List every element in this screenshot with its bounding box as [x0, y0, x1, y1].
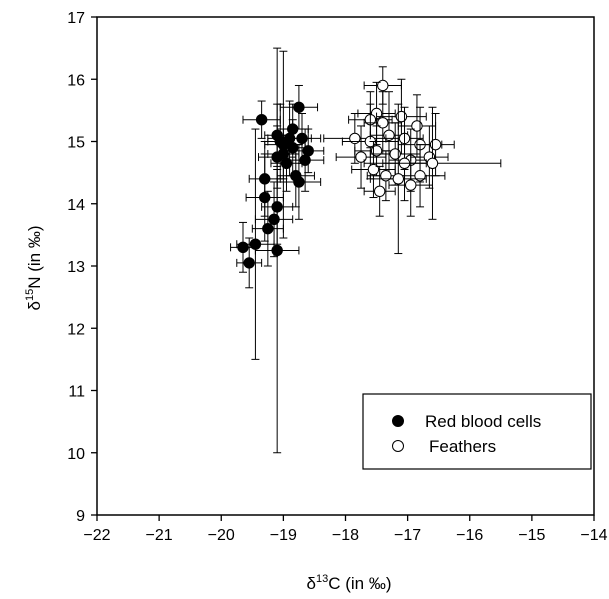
x-tick-label: −17 [394, 527, 421, 544]
x-tick-label: −21 [146, 527, 173, 544]
y-tick-label: 17 [67, 10, 85, 27]
data-point [274, 135, 286, 148]
data-point-group [242, 100, 281, 139]
ticks-layer: −22 −21 −20 −19 −18 −17 −16 −15 −14 9 10 11 12 13 14 15… [67, 10, 607, 544]
data-point [383, 129, 395, 141]
data-point [262, 222, 274, 235]
data-point [377, 79, 389, 92]
data-point [293, 101, 305, 113]
x-tick-label: −15 [518, 527, 545, 544]
x-axis-title: δ13C (in ‰) [307, 573, 392, 593]
data-point-group [236, 237, 263, 289]
data-point-group [323, 112, 387, 164]
data-point [237, 241, 249, 254]
data-point-group [292, 128, 325, 174]
data-point [280, 157, 293, 169]
x-tick-label: −22 [83, 527, 110, 544]
data-point-group [363, 106, 502, 220]
legend-box [362, 393, 592, 470]
data-point [355, 151, 367, 163]
data-point [349, 132, 361, 145]
x-tick-label: −20 [208, 527, 235, 544]
data-point [271, 244, 283, 257]
y-tick-label: 14 [67, 197, 85, 214]
x-tick-label: −16 [456, 527, 483, 544]
y-tick-label: 13 [67, 259, 85, 276]
data-point [259, 191, 271, 204]
y-tick-label: 9 [76, 508, 85, 525]
x-tick-label: −19 [270, 527, 297, 544]
data-point [255, 114, 268, 126]
data-point [429, 138, 442, 151]
legend-marker-red-blood-cells [392, 415, 404, 427]
series-feathers [323, 66, 502, 255]
data-point [302, 145, 314, 157]
y-axis-title: δ15N (in ‰) [24, 226, 44, 311]
legend-label-red-blood-cells: Red blood cells [425, 412, 541, 431]
data-point-group [388, 153, 433, 217]
data-point-group [394, 144, 446, 208]
legend-marker-feathers [392, 440, 404, 452]
data-point-group [254, 47, 300, 454]
y-tick-label: 10 [67, 446, 85, 463]
data-point-group [351, 141, 396, 199]
data-point [370, 145, 383, 157]
y-tick-label: 16 [67, 72, 85, 89]
data-point [414, 170, 426, 182]
data-point-group [251, 190, 284, 267]
data-point [380, 170, 392, 182]
data-point-group [279, 84, 319, 130]
x-tick-label: −18 [332, 527, 359, 544]
data-point-group [363, 165, 396, 217]
data-point [392, 173, 405, 185]
data-point [268, 213, 280, 226]
y-tick-label: 15 [67, 135, 85, 152]
data-point [367, 163, 380, 176]
data-point [299, 154, 311, 166]
data-point-group [335, 125, 387, 189]
data-point [389, 148, 401, 160]
data-point [395, 110, 408, 123]
data-point [405, 179, 417, 191]
data-point-group [285, 128, 325, 192]
data-point [243, 257, 255, 269]
legend: Red blood cells Feathers [362, 393, 592, 470]
y-tick-label: 11 [68, 384, 85, 401]
data-point [296, 132, 308, 145]
x-tick-label: −14 [580, 527, 607, 544]
data-point [293, 176, 305, 188]
y-tick-label: 12 [67, 321, 85, 338]
points-layer [230, 47, 502, 454]
series-red-blood-cells [230, 47, 325, 454]
data-point [426, 157, 439, 169]
data-point [373, 185, 386, 198]
data-point [411, 120, 423, 132]
data-point [377, 117, 389, 129]
legend-label-feathers: Feathers [429, 437, 496, 456]
